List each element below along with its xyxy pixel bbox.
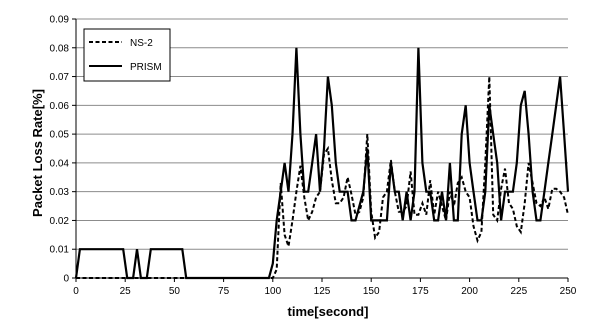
y-tick-label: 0.01 <box>50 245 70 256</box>
x-tick-label: 25 <box>120 286 132 297</box>
y-tick-label: 0.04 <box>50 158 70 169</box>
y-tick-label: 0.06 <box>50 101 70 112</box>
y-tick-label: 0.03 <box>50 187 70 198</box>
x-tick-label: 150 <box>363 286 380 297</box>
y-tick-label: 0.09 <box>50 15 70 26</box>
x-tick-label: 50 <box>169 286 181 297</box>
series-line-ns-2 <box>76 76 569 279</box>
series-line-prism <box>74 47 570 280</box>
x-tick-label: 100 <box>264 286 281 297</box>
legend-box <box>83 28 171 82</box>
x-tick-label: 75 <box>218 286 230 297</box>
y-tick-label: 0.05 <box>50 130 70 141</box>
legend-label-prism: PRISM <box>130 62 162 73</box>
y-axis-label: Packet Loss Rate[%] <box>30 89 45 217</box>
series-lines <box>74 47 570 280</box>
x-tick-label: 225 <box>510 286 527 297</box>
x-tick-label: 250 <box>560 286 577 297</box>
y-tick-label: 0 <box>63 274 69 285</box>
x-axis-label: time[second] <box>288 304 369 319</box>
x-tick-label: 200 <box>461 286 478 297</box>
tick-labels: 0 0.01 0.02 0.03 0.04 0.05 0.06 0.07 0.08 0.09 0 25… <box>50 15 577 298</box>
y-tick-label: 0.02 <box>50 216 70 227</box>
x-tick-label: 0 <box>73 286 79 297</box>
x-tick-label: 125 <box>314 286 331 297</box>
y-tick-label: 0.08 <box>50 43 70 54</box>
y-tick-label: 0.07 <box>50 72 70 83</box>
legend-label-ns2: NS-2 <box>130 38 153 49</box>
x-tick-label: 175 <box>412 286 429 297</box>
legend: NS-2 PRISM <box>83 28 171 82</box>
